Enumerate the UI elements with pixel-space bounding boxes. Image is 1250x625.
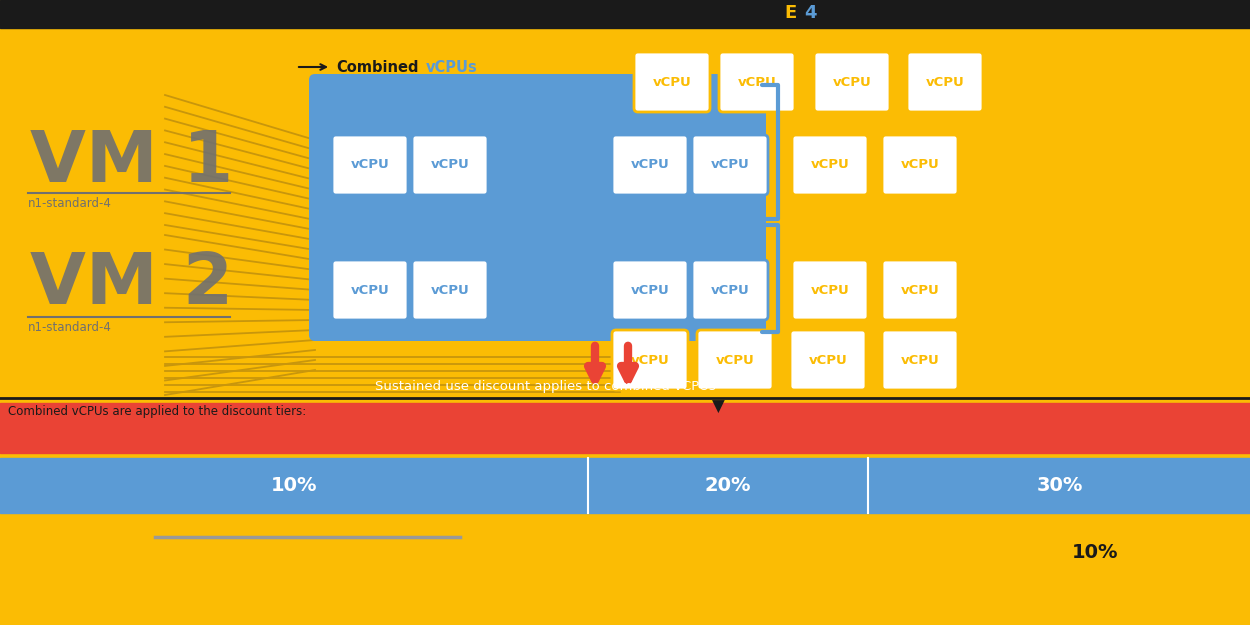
Text: vCPU: vCPU <box>350 284 390 296</box>
Text: 30%: 30% <box>1036 476 1084 495</box>
Text: vCPU: vCPU <box>350 159 390 171</box>
Text: vCPU: vCPU <box>832 76 871 89</box>
FancyBboxPatch shape <box>412 135 488 195</box>
Text: VM 1: VM 1 <box>30 129 234 198</box>
Text: E: E <box>784 4 796 22</box>
Bar <box>0 513 1250 625</box>
Text: vCPU: vCPU <box>811 284 850 296</box>
FancyBboxPatch shape <box>792 260 867 320</box>
FancyBboxPatch shape <box>790 330 866 390</box>
Text: vCPU: vCPU <box>900 354 940 366</box>
FancyBboxPatch shape <box>814 52 890 112</box>
Text: vCPU: vCPU <box>925 76 965 89</box>
FancyBboxPatch shape <box>612 260 688 320</box>
Text: vCPU: vCPU <box>710 159 750 171</box>
Text: vCPU: vCPU <box>811 159 850 171</box>
Text: 20%: 20% <box>705 476 751 495</box>
Text: ▼: ▼ <box>711 398 725 416</box>
Text: vCPU: vCPU <box>738 76 776 89</box>
Text: 4: 4 <box>804 4 816 22</box>
FancyBboxPatch shape <box>693 135 768 195</box>
FancyBboxPatch shape <box>332 260 408 320</box>
Text: vCPU: vCPU <box>631 159 670 171</box>
Text: vCPU: vCPU <box>900 159 940 171</box>
FancyBboxPatch shape <box>612 330 688 390</box>
Text: VM 2: VM 2 <box>30 251 232 319</box>
Text: Combined vCPUs are applied to the discount tiers:: Combined vCPUs are applied to the discou… <box>8 404 306 418</box>
FancyBboxPatch shape <box>882 135 958 195</box>
Text: vCPU: vCPU <box>710 284 750 296</box>
Text: 10%: 10% <box>271 476 318 495</box>
Text: vCPU: vCPU <box>809 354 848 366</box>
Text: vCPU: vCPU <box>715 354 755 366</box>
FancyBboxPatch shape <box>882 330 958 390</box>
Text: 10%: 10% <box>1071 544 1119 562</box>
Text: vCPUs: vCPUs <box>426 59 478 74</box>
FancyBboxPatch shape <box>309 74 766 341</box>
Bar <box>0 403 1250 453</box>
Text: vCPU: vCPU <box>430 159 470 171</box>
Text: vCPU: vCPU <box>631 354 670 366</box>
Text: n1-standard-4: n1-standard-4 <box>28 197 112 210</box>
FancyBboxPatch shape <box>882 260 958 320</box>
FancyBboxPatch shape <box>693 260 768 320</box>
Text: vCPU: vCPU <box>652 76 691 89</box>
Text: vCPU: vCPU <box>631 284 670 296</box>
FancyBboxPatch shape <box>908 52 983 112</box>
Text: vCPU: vCPU <box>900 284 940 296</box>
FancyBboxPatch shape <box>412 260 488 320</box>
FancyBboxPatch shape <box>719 52 795 112</box>
Text: Sustained use discount applies to combined vCPUs: Sustained use discount applies to combin… <box>375 380 715 393</box>
Text: n1-standard-4: n1-standard-4 <box>28 321 112 334</box>
FancyBboxPatch shape <box>792 135 867 195</box>
Bar <box>0 0 1250 28</box>
FancyBboxPatch shape <box>612 135 688 195</box>
Text: vCPU: vCPU <box>430 284 470 296</box>
Text: Combined: Combined <box>336 59 419 74</box>
Bar <box>0 458 1250 513</box>
FancyBboxPatch shape <box>698 330 772 390</box>
FancyBboxPatch shape <box>332 135 408 195</box>
FancyBboxPatch shape <box>634 52 710 112</box>
